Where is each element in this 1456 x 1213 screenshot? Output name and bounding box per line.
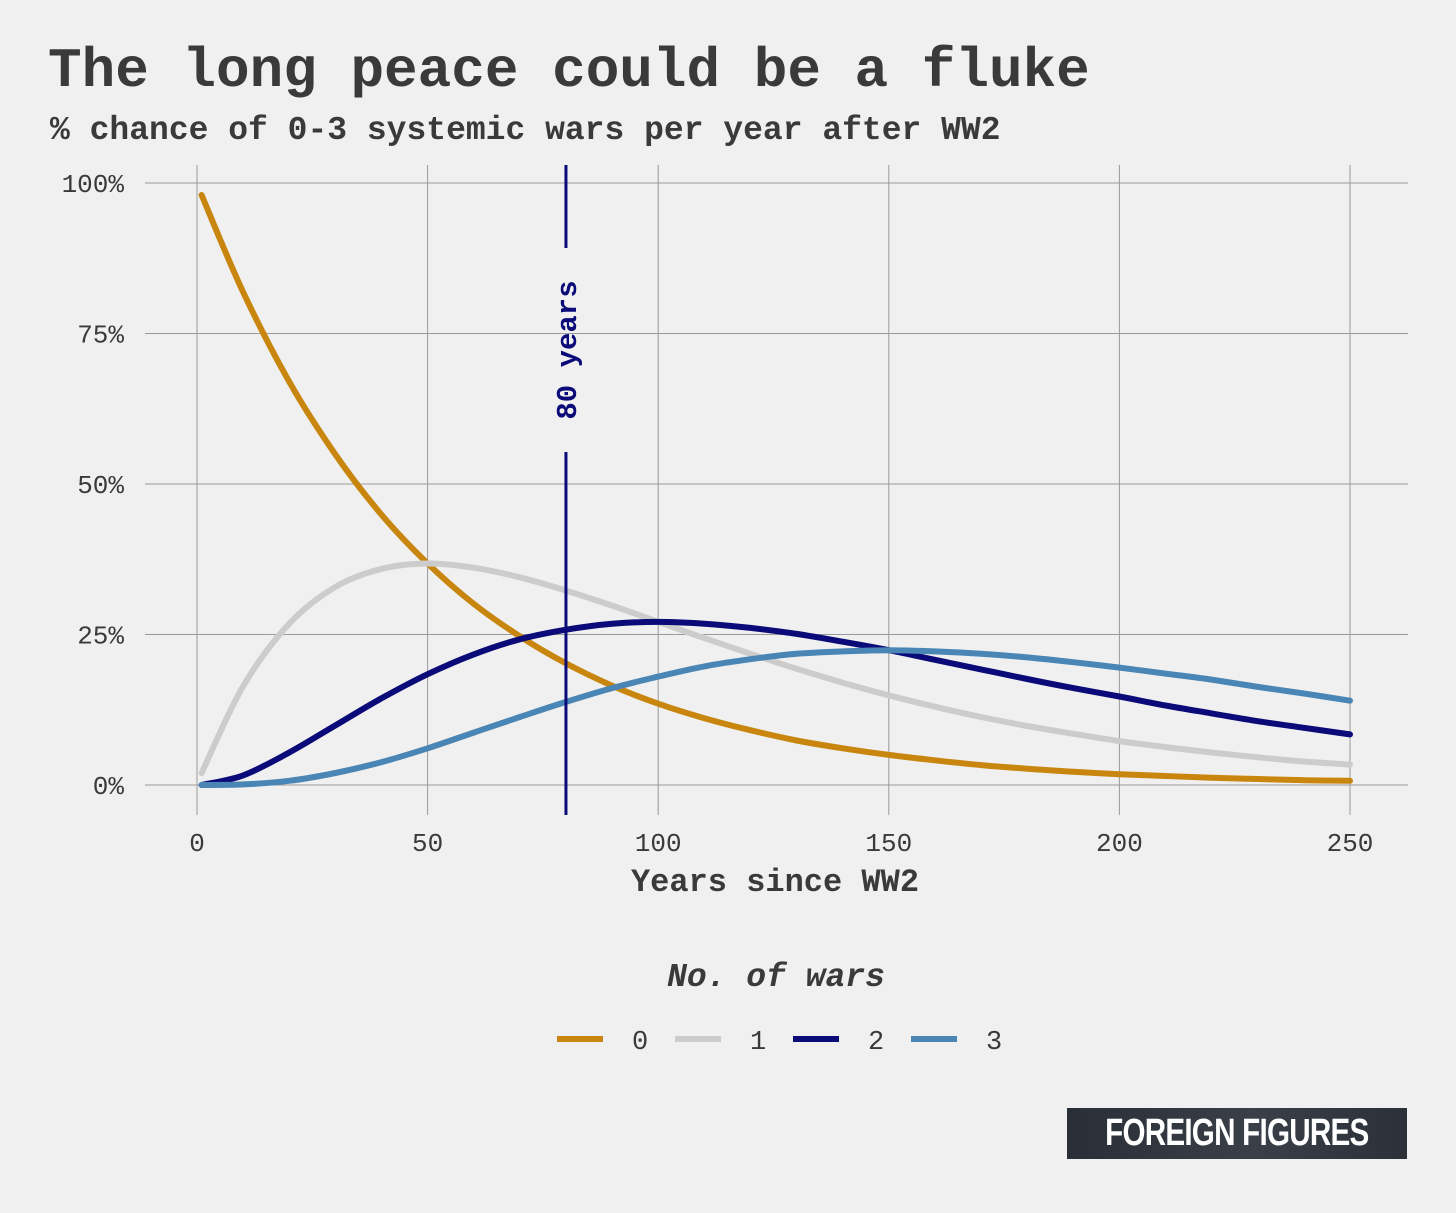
x-tick-label: 150 xyxy=(865,829,912,859)
series-line-0 xyxy=(198,192,1353,784)
y-tick-label: 100% xyxy=(62,170,125,200)
x-axis-ticks: 0 50 100 150 200 250 xyxy=(189,829,1373,859)
chart-title: The long peace could be a fluke xyxy=(48,39,1090,103)
series-line-1 xyxy=(198,560,1353,776)
y-axis-ticks: 0% 25% 50% 75% 100% xyxy=(62,170,125,802)
legend-label-1: 1 xyxy=(750,1028,766,1058)
x-axis-label: Years since WW2 xyxy=(631,864,919,901)
y-tick-label: 25% xyxy=(77,622,124,652)
x-tick-label: 100 xyxy=(635,829,682,859)
x-tick-label: 0 xyxy=(189,829,205,859)
series-line-3 xyxy=(198,647,1353,788)
y-tick-label: 0% xyxy=(93,772,125,802)
y-tick-label: 50% xyxy=(77,471,124,501)
legend-label-3: 3 xyxy=(986,1028,1002,1058)
y-tick-label: 75% xyxy=(77,321,124,351)
legend-label-0: 0 xyxy=(632,1028,648,1058)
foreign-figures-logo: FOREIGN FIGURES xyxy=(1067,1108,1407,1159)
series-lines xyxy=(198,192,1353,788)
annotation-label: 80 years xyxy=(552,280,585,419)
legend-title: No. of wars xyxy=(667,959,885,996)
legend: 0 1 2 3 xyxy=(557,1028,1002,1058)
x-tick-label: 50 xyxy=(412,829,443,859)
annotation: 80 years xyxy=(552,165,585,815)
series-line-2 xyxy=(198,618,1353,788)
logo-text: FOREIGN FIGURES xyxy=(1105,1112,1369,1154)
legend-label-2: 2 xyxy=(868,1028,884,1058)
x-tick-label: 200 xyxy=(1096,829,1143,859)
x-tick-label: 250 xyxy=(1327,829,1374,859)
chart-subtitle: % chance of 0-3 systemic wars per year a… xyxy=(50,112,1001,149)
